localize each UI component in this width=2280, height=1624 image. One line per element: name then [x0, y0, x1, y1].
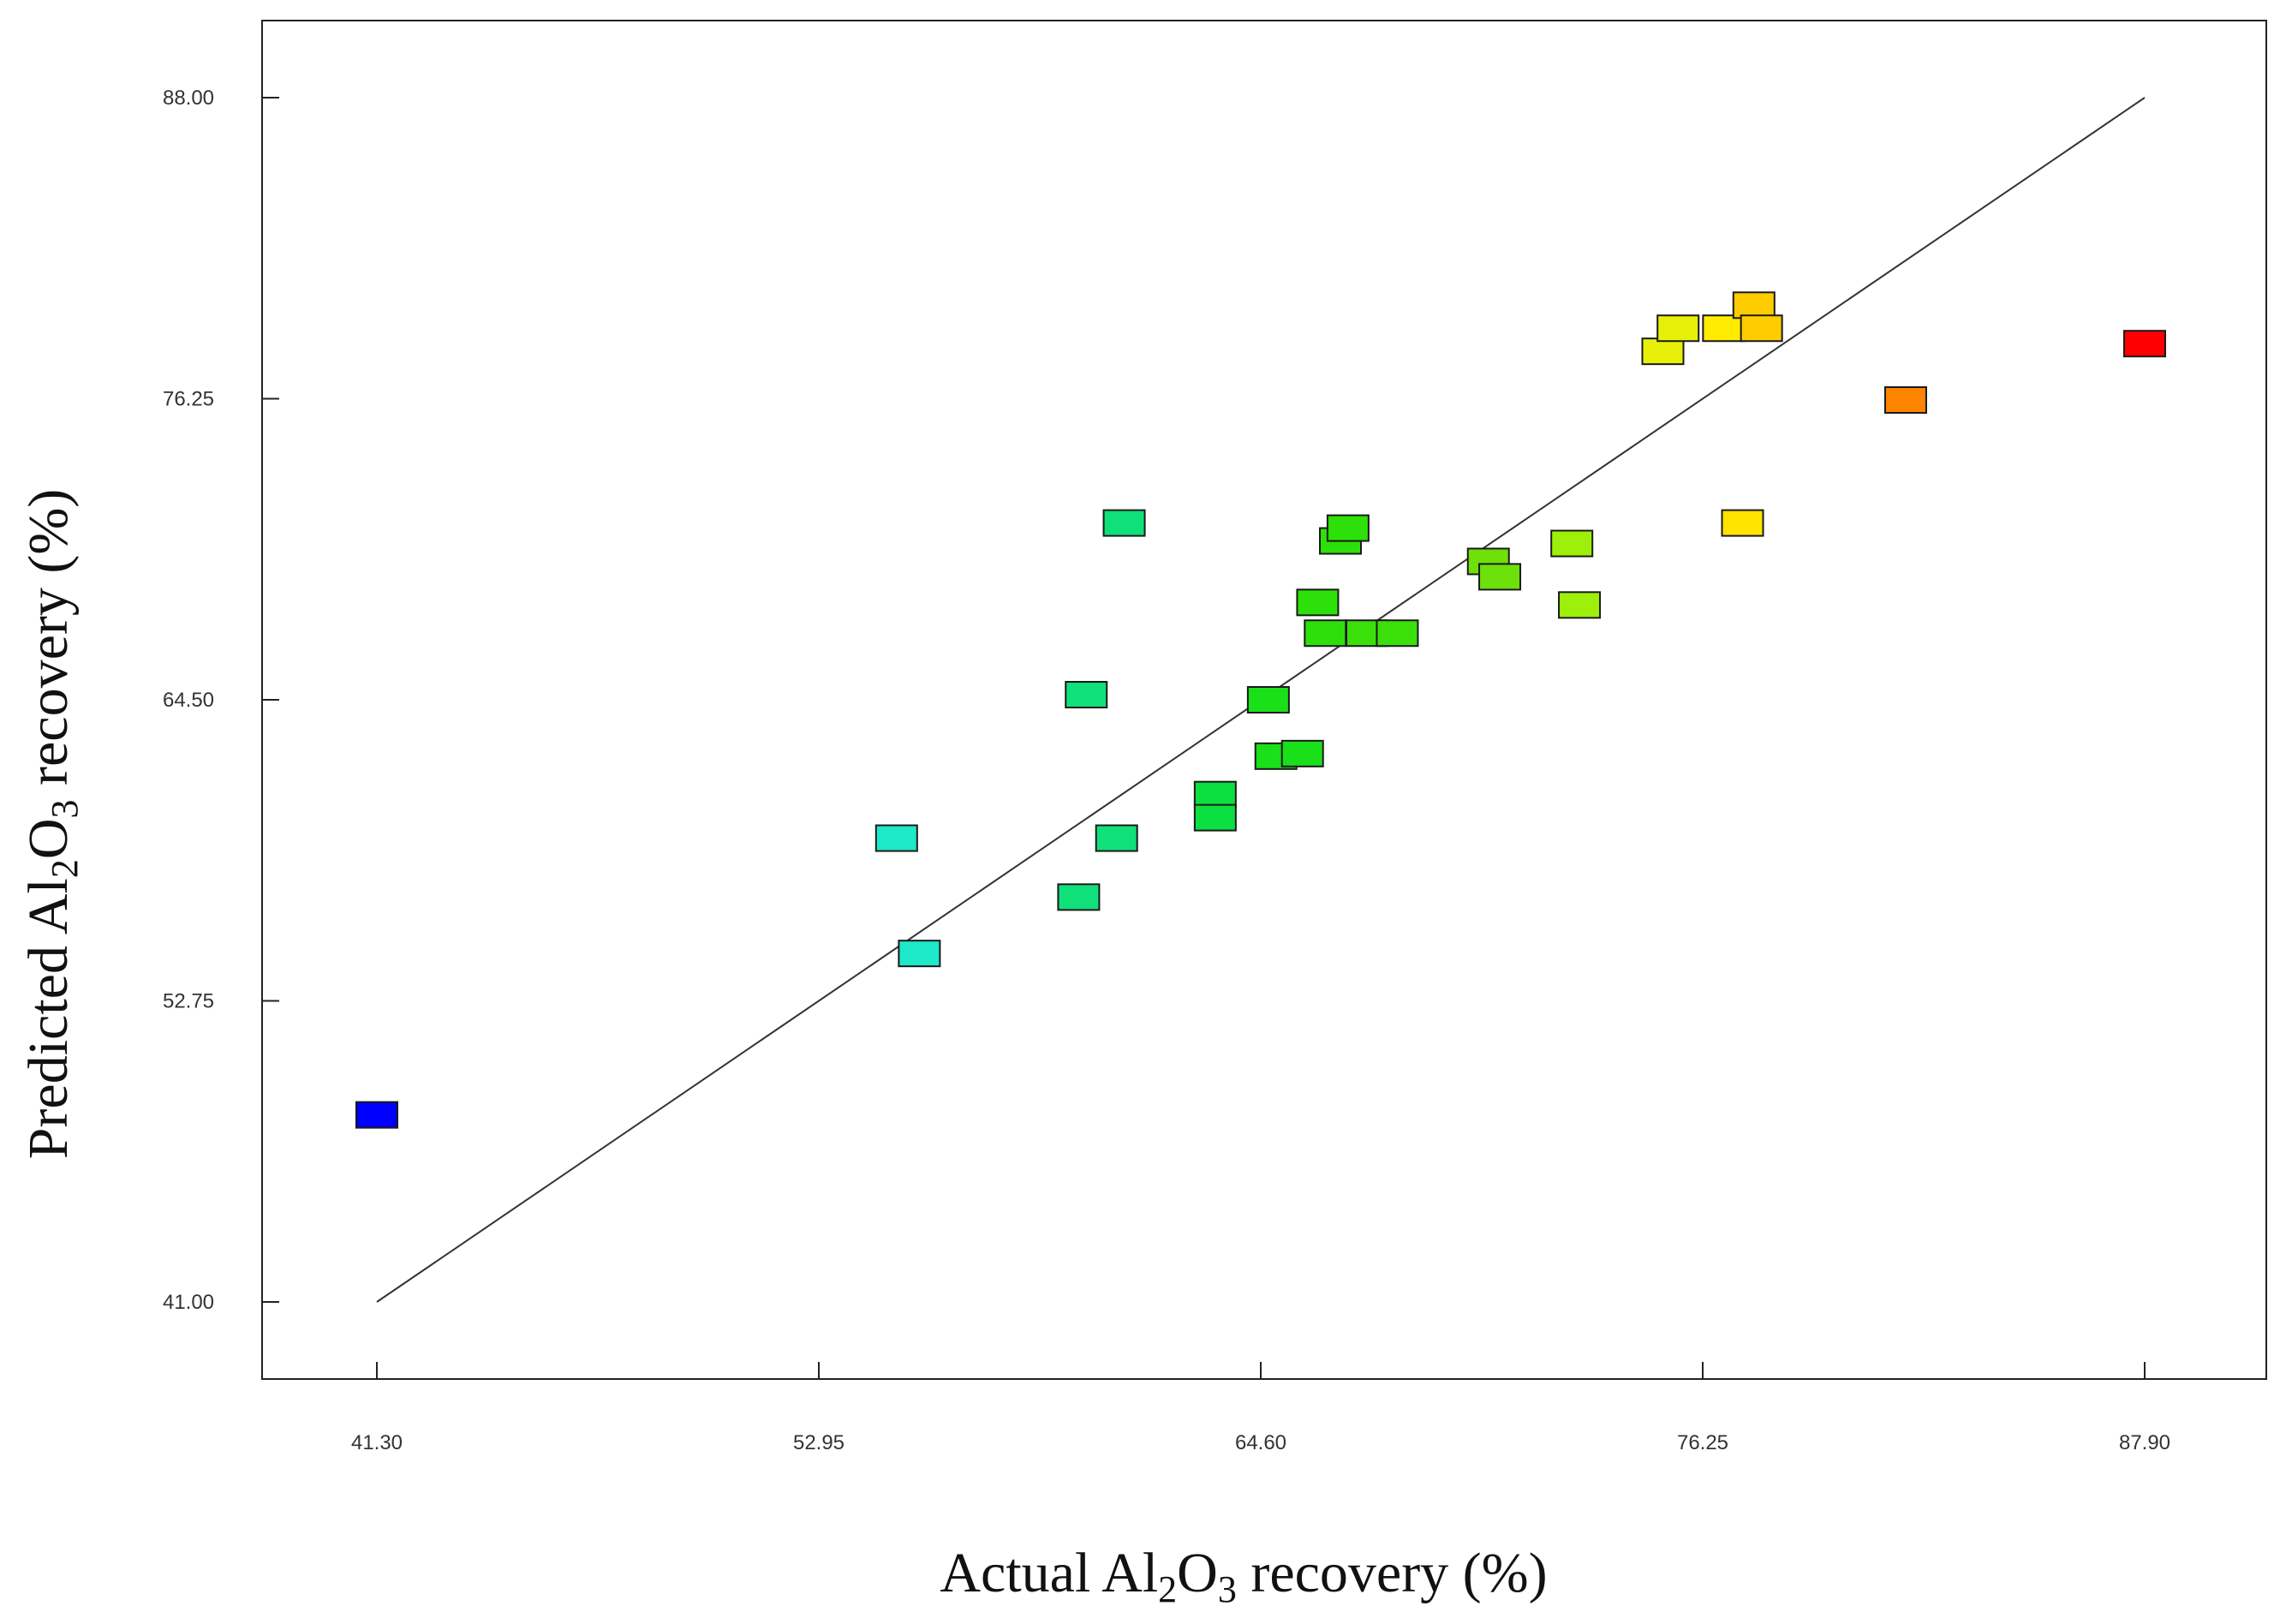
data-point — [1702, 314, 1746, 343]
data-point — [1193, 803, 1237, 832]
data-point — [1721, 509, 1764, 537]
data-point — [1656, 314, 1700, 343]
y-tick-label: 52.75 — [163, 990, 214, 1013]
data-point — [1296, 588, 1340, 617]
y-tick-label: 41.00 — [163, 1291, 214, 1314]
data-point — [1095, 824, 1138, 852]
data-point — [355, 1101, 398, 1129]
data-point — [1641, 337, 1685, 366]
data-point — [1558, 591, 1602, 619]
data-point — [2123, 330, 2166, 358]
data-point — [1057, 883, 1101, 911]
x-tick-label: 87.90 — [2119, 1431, 2170, 1454]
x-tick-label: 41.30 — [351, 1431, 403, 1454]
y-axis: 41.00 52.75 64.50 76.25 88.00 — [163, 87, 279, 1314]
data-point — [1550, 529, 1594, 558]
data-point — [1883, 385, 1927, 414]
data-point — [1280, 739, 1324, 767]
x-tick-label: 76.25 — [1677, 1431, 1728, 1454]
data-point — [1376, 619, 1419, 648]
y-axis-title: Predicted Al2O3 recovery (%) — [17, 489, 86, 1160]
data-point — [1065, 681, 1108, 709]
y-tick-label: 88.00 — [163, 87, 214, 110]
data-point — [1326, 514, 1370, 542]
x-axis: 41.30 52.95 64.60 76.25 87.90 — [351, 1362, 2170, 1454]
data-points — [355, 291, 2166, 1129]
data-point — [1478, 563, 1522, 591]
data-point — [898, 940, 941, 968]
y-tick-label: 64.50 — [163, 689, 214, 712]
data-point — [1740, 314, 1783, 343]
data-point — [874, 824, 918, 852]
data-point — [1304, 619, 1347, 648]
data-point — [1193, 780, 1237, 809]
x-tick-label: 64.60 — [1235, 1431, 1286, 1454]
x-tick-label: 52.95 — [793, 1431, 845, 1454]
y-tick-label: 76.25 — [163, 388, 214, 411]
data-point — [1246, 686, 1290, 713]
data-point — [1732, 291, 1776, 319]
data-point — [1102, 509, 1146, 537]
x-axis-title: Actual Al2O3 recovery (%) — [940, 1542, 1547, 1610]
